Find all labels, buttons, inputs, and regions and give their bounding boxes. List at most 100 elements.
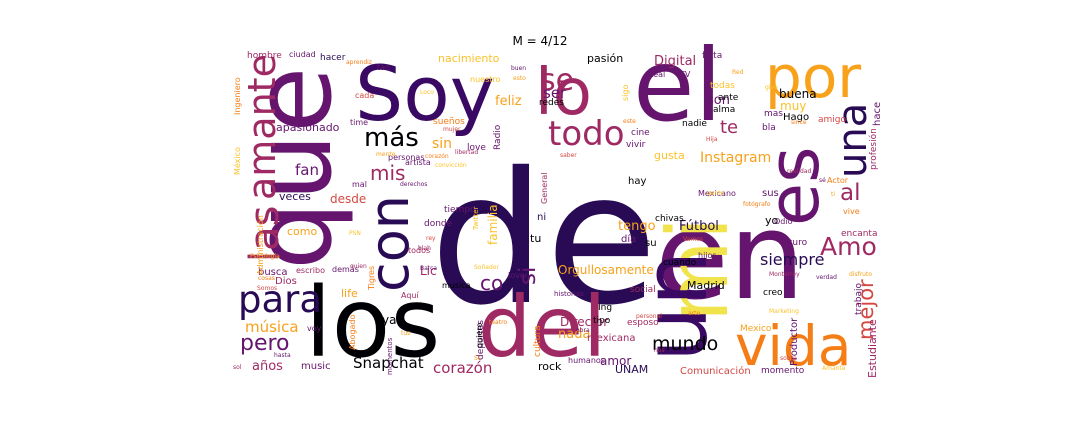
cloud-word: lo <box>535 56 592 130</box>
cloud-word: artista <box>405 158 431 167</box>
cloud-word: en <box>655 188 805 327</box>
cloud-word: Fútbol <box>679 219 719 234</box>
cloud-word-small: nos <box>654 347 665 354</box>
cloud-word: Digital <box>654 54 696 69</box>
cloud-word: Amo <box>820 232 877 261</box>
cloud-word: hacer <box>320 53 346 63</box>
cloud-word-small: convicción <box>435 162 467 169</box>
cloud-word: música <box>245 318 299 336</box>
cloud-word-small: sobre <box>780 355 797 362</box>
cloud-word: love <box>467 143 486 153</box>
cloud-word-small: teatro <box>489 319 507 326</box>
cloud-word: chivas <box>655 214 684 224</box>
cloud-word: Mexicano <box>698 189 736 198</box>
cloud-word: pasión <box>587 52 623 65</box>
cloud-word-small: hasta <box>274 352 291 359</box>
cloud-word: cine <box>631 128 650 138</box>
cloud-word-small: Sc <box>474 355 481 362</box>
cloud-word: de <box>430 133 658 345</box>
cloud-word: México <box>232 147 242 175</box>
cloud-word: feliz <box>495 94 522 109</box>
cloud-word: musica <box>442 281 471 290</box>
cloud-word: cada <box>355 91 374 100</box>
cloud-word: amante <box>240 54 284 200</box>
cloud-word-small: Red <box>732 69 744 76</box>
cloud-word: yo <box>765 214 779 227</box>
cloud-word: music <box>301 361 331 372</box>
cloud-word-small: sé <box>819 177 826 184</box>
cloud-word: Abogado <box>348 314 357 350</box>
cloud-word-small: personal <box>636 313 662 320</box>
cloud-word: quiero <box>475 323 484 348</box>
cloud-word: veces <box>279 190 311 203</box>
cloud-word-small: gente <box>707 190 725 197</box>
cloud-word: buena <box>779 87 817 101</box>
cloud-word: esposo <box>627 318 659 328</box>
cloud-word: vida <box>735 314 851 378</box>
cloud-word: ante <box>718 93 739 103</box>
cloud-word: tan <box>377 63 390 72</box>
cloud-word: ni <box>537 212 546 223</box>
cloud-word: si <box>515 267 541 285</box>
cloud-word: amigo <box>818 115 846 125</box>
cloud-word: redes <box>539 98 564 108</box>
cloud-word: sueños <box>433 117 465 127</box>
cloud-word: Real <box>648 70 665 79</box>
cloud-word: mas <box>764 109 783 119</box>
cloud-word: escribo <box>296 266 325 275</box>
cloud-word: su <box>645 238 657 249</box>
cloud-word-small: mujer <box>443 126 461 133</box>
cloud-word: un <box>624 250 727 362</box>
cloud-word: ser <box>543 84 567 102</box>
cloud-word: mis <box>370 161 405 185</box>
cloud-word: ciudad <box>289 50 316 59</box>
cloud-word: cuando <box>663 258 697 268</box>
cloud-word: mejor <box>854 279 878 340</box>
cloud-word-small: derechos <box>400 181 427 188</box>
cloud-word-small: aprendiz <box>346 59 372 66</box>
cloud-word: años <box>252 359 283 374</box>
cloud-word: voy <box>307 324 322 333</box>
cloud-word: tipo <box>593 316 611 326</box>
cloud-word: nadie <box>682 119 707 129</box>
cloud-word-small: realidad <box>787 168 812 175</box>
cloud-word: con <box>358 195 421 292</box>
cloud-word-small: saber <box>560 152 577 159</box>
cloud-background <box>230 50 890 380</box>
cloud-word: UNAM <box>615 363 648 376</box>
cloud-word: mundo <box>652 333 718 355</box>
cloud-word-small: corazón <box>425 153 449 160</box>
cloud-word: Lic <box>420 264 437 278</box>
cloud-word: Odio <box>774 217 793 226</box>
cloud-word: humanos <box>568 356 605 365</box>
cloud-word: vive <box>843 207 860 216</box>
cloud-word: cultura <box>533 325 543 357</box>
cloud-word-small: obra <box>576 327 590 334</box>
cloud-word: siempre <box>760 250 824 269</box>
cloud-word-small: esto <box>513 75 526 82</box>
cloud-word: hace <box>872 102 883 126</box>
cloud-word-small: ti <box>831 191 835 198</box>
cloud-word: todo <box>548 114 625 154</box>
cloud-word: co <box>480 271 503 295</box>
cloud-word: amor <box>600 354 631 368</box>
cloud-word: desde <box>330 192 366 206</box>
cloud-word-small: mente <box>376 151 396 158</box>
cloud-word-small: libertad <box>455 149 478 156</box>
cloud-word-small: Hija <box>706 136 718 143</box>
cloud-word: Madrid <box>687 279 725 292</box>
cloud-word: momento <box>761 366 805 376</box>
cloud-word: ya <box>382 313 396 327</box>
cloud-word-small: Vamos <box>683 236 703 243</box>
cloud-word: social <box>630 285 656 295</box>
cloud-word: encanta <box>841 229 877 239</box>
cloud-word: Aquí <box>401 291 419 300</box>
cloud-word: nada <box>558 327 590 342</box>
cloud-word: Estudiante <box>866 319 879 378</box>
cloud-word: las <box>242 206 288 262</box>
cloud-word: nuestro <box>470 75 500 84</box>
cloud-word-small: Monterrey <box>769 271 800 278</box>
cloud-word-small: Psicología <box>250 253 280 260</box>
cloud-word: Instagram <box>700 150 771 166</box>
cloud-word: Ing <box>598 303 612 313</box>
